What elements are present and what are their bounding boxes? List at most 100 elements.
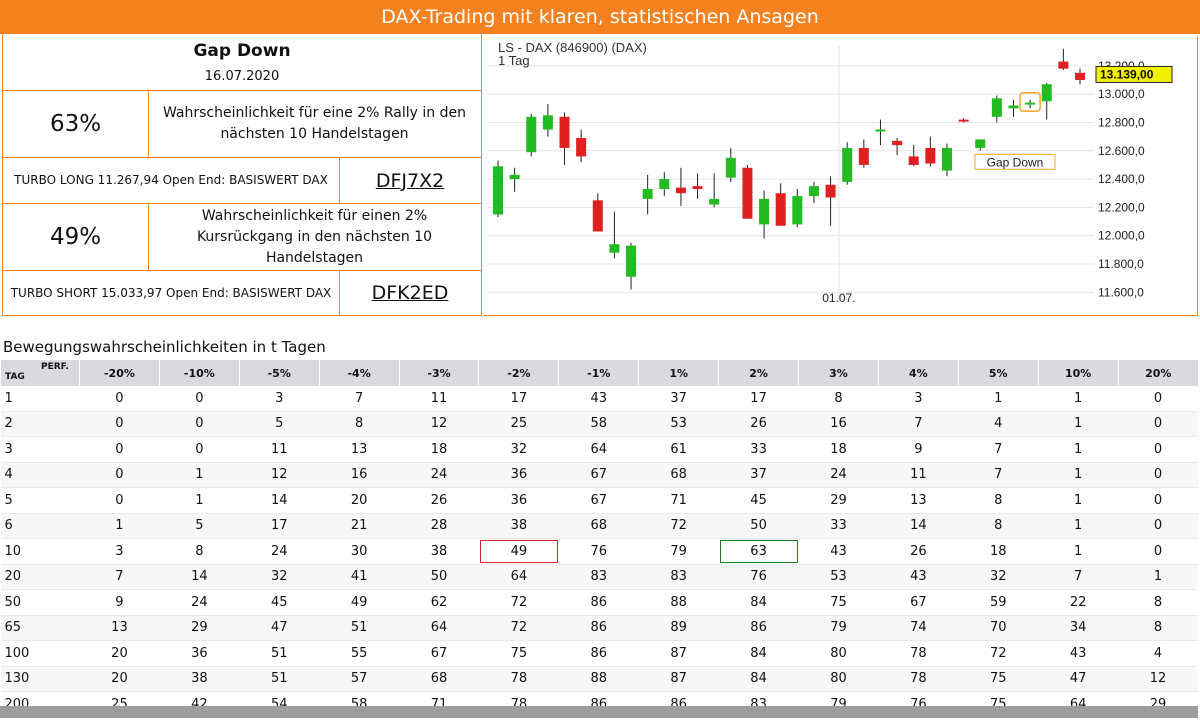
y-tick-label: 12.200,0	[1098, 200, 1145, 214]
table-cell: 78	[878, 666, 959, 692]
table-cell: 33	[798, 513, 879, 539]
table-cell: 8	[319, 411, 400, 437]
table-cell: 0	[1118, 538, 1198, 565]
table-cell: 21	[319, 513, 400, 539]
table-row: 2 0 0 5 8 12 25 58 53 26 16 7 4 1 0	[0, 411, 1198, 437]
candle-body	[775, 193, 786, 226]
rally-pct-cell: 63%	[3, 91, 148, 158]
table-cell: 72	[958, 640, 1039, 667]
table-cell: 14	[159, 564, 240, 590]
y-tick-label: 13.000,0	[1098, 87, 1145, 101]
table-cell: 64	[399, 615, 479, 641]
table-cell: 3	[239, 386, 320, 412]
candle-body	[742, 167, 753, 219]
table-row: 6 1 5 17 21 28 38 68 72 50 33 14 8 1 0	[0, 513, 1198, 539]
candle-body	[592, 200, 603, 232]
table-cell: 3	[878, 386, 959, 412]
candle-body	[858, 147, 869, 165]
perf-label: PERF.	[41, 362, 69, 372]
short-desc-cell: TURBO SHORT 15.033,97 Open End: BASISWER…	[3, 271, 339, 315]
candle-body	[808, 186, 819, 197]
turbo-long-code-link[interactable]: DFJ7X2	[375, 169, 445, 192]
table-cell: 78	[478, 666, 559, 692]
table-cell: 8	[958, 487, 1039, 514]
table-cell: 26	[718, 411, 799, 437]
turbo-long-description: TURBO LONG 11.267,94 Open End: BASISWERT…	[14, 173, 328, 187]
page-banner: DAX-Trading mit klaren, statistischen An…	[0, 0, 1200, 34]
row-days: 5	[0, 487, 80, 514]
table-cell: 0	[1118, 386, 1198, 412]
bottom-scrollbar[interactable]	[0, 706, 1198, 718]
last-price-box	[1095, 65, 1173, 83]
table-cell: 51	[239, 666, 320, 692]
candle-body	[958, 119, 969, 122]
y-tick-label: 11.800,0	[1098, 257, 1144, 271]
annotation-label: Gap Down	[987, 155, 1044, 169]
table-cell: 64	[558, 436, 639, 463]
table-cell: 8	[1118, 615, 1198, 641]
table-cell: 43	[878, 564, 959, 590]
rally-desc-cell: Wahrscheinlichkeit für eine 2% Rally in …	[148, 91, 481, 158]
table-cell: 58	[558, 411, 639, 437]
drop-desc-cell: Wahrscheinlichkeit für einen 2% Kursrück…	[148, 204, 481, 271]
table-cell: 4	[958, 411, 1039, 437]
table-cell: 1	[1118, 564, 1198, 590]
candle-body	[642, 188, 653, 199]
table-cell: 79	[798, 615, 879, 641]
table-row: 1 0 0 3 7 11 17 43 37 17 8 3 1 1 0	[0, 386, 1198, 412]
table-cell: 7	[319, 386, 400, 412]
row-days: 2	[0, 411, 80, 437]
table-cell: 63	[718, 538, 799, 565]
column-header: 10%	[1037, 360, 1119, 386]
candle-body	[1058, 61, 1069, 69]
table-cell: 43	[798, 538, 879, 565]
candle-body	[892, 140, 903, 146]
table-cell: 11	[239, 436, 320, 463]
annotation-box	[974, 153, 1056, 170]
table-cell: 26	[399, 487, 479, 514]
drop-percentage: 49%	[49, 224, 102, 250]
table-cell: 64	[478, 564, 559, 590]
table-cell: 13	[79, 615, 160, 641]
table-cell: 50	[399, 564, 479, 590]
table-cell: 83	[638, 564, 719, 590]
candle-body	[1075, 72, 1085, 80]
table-cell: 45	[718, 487, 799, 514]
row-days: 4	[0, 462, 80, 488]
turbo-short-code-link[interactable]: DFK2ED	[371, 282, 449, 304]
table-cell: 24	[399, 462, 479, 488]
table-cell: 0	[159, 436, 240, 463]
candle-body	[759, 198, 770, 225]
table-cell: 76	[718, 564, 799, 590]
table-cell: 20	[79, 640, 160, 667]
table-cell: 83	[558, 564, 639, 590]
gap-marker	[1019, 91, 1041, 112]
table-cell: 13	[319, 436, 400, 463]
table-cell: 7	[958, 436, 1039, 463]
table-cell: 75	[478, 640, 559, 667]
table-cell: 72	[478, 615, 559, 641]
short-code-cell: DFK2ED	[339, 271, 481, 315]
column-header: -20%	[79, 360, 160, 386]
table-cell: 72	[478, 589, 559, 616]
divider	[339, 158, 340, 204]
candle-body	[941, 147, 952, 171]
candle-body	[875, 129, 886, 132]
table-cell: 9	[79, 589, 160, 616]
table-cell: 8	[1118, 589, 1198, 616]
table-cell: 9	[878, 436, 959, 463]
table-cell: 30	[319, 538, 400, 565]
candle-body	[576, 138, 587, 157]
row-days: 1	[0, 386, 80, 412]
signal-date: 16.07.2020	[204, 68, 280, 84]
y-tick-label: 11.600,0	[1098, 285, 1144, 299]
column-header: 1%	[638, 360, 719, 386]
candle-body	[609, 244, 620, 253]
column-header: -2%	[478, 360, 559, 386]
table-cell: 87	[638, 640, 719, 667]
table-cell: 41	[319, 564, 400, 590]
table-cell: 67	[558, 487, 639, 514]
table-cell: 38	[159, 666, 240, 692]
table-cell: 45	[239, 589, 320, 616]
table-cell: 0	[1118, 436, 1198, 463]
